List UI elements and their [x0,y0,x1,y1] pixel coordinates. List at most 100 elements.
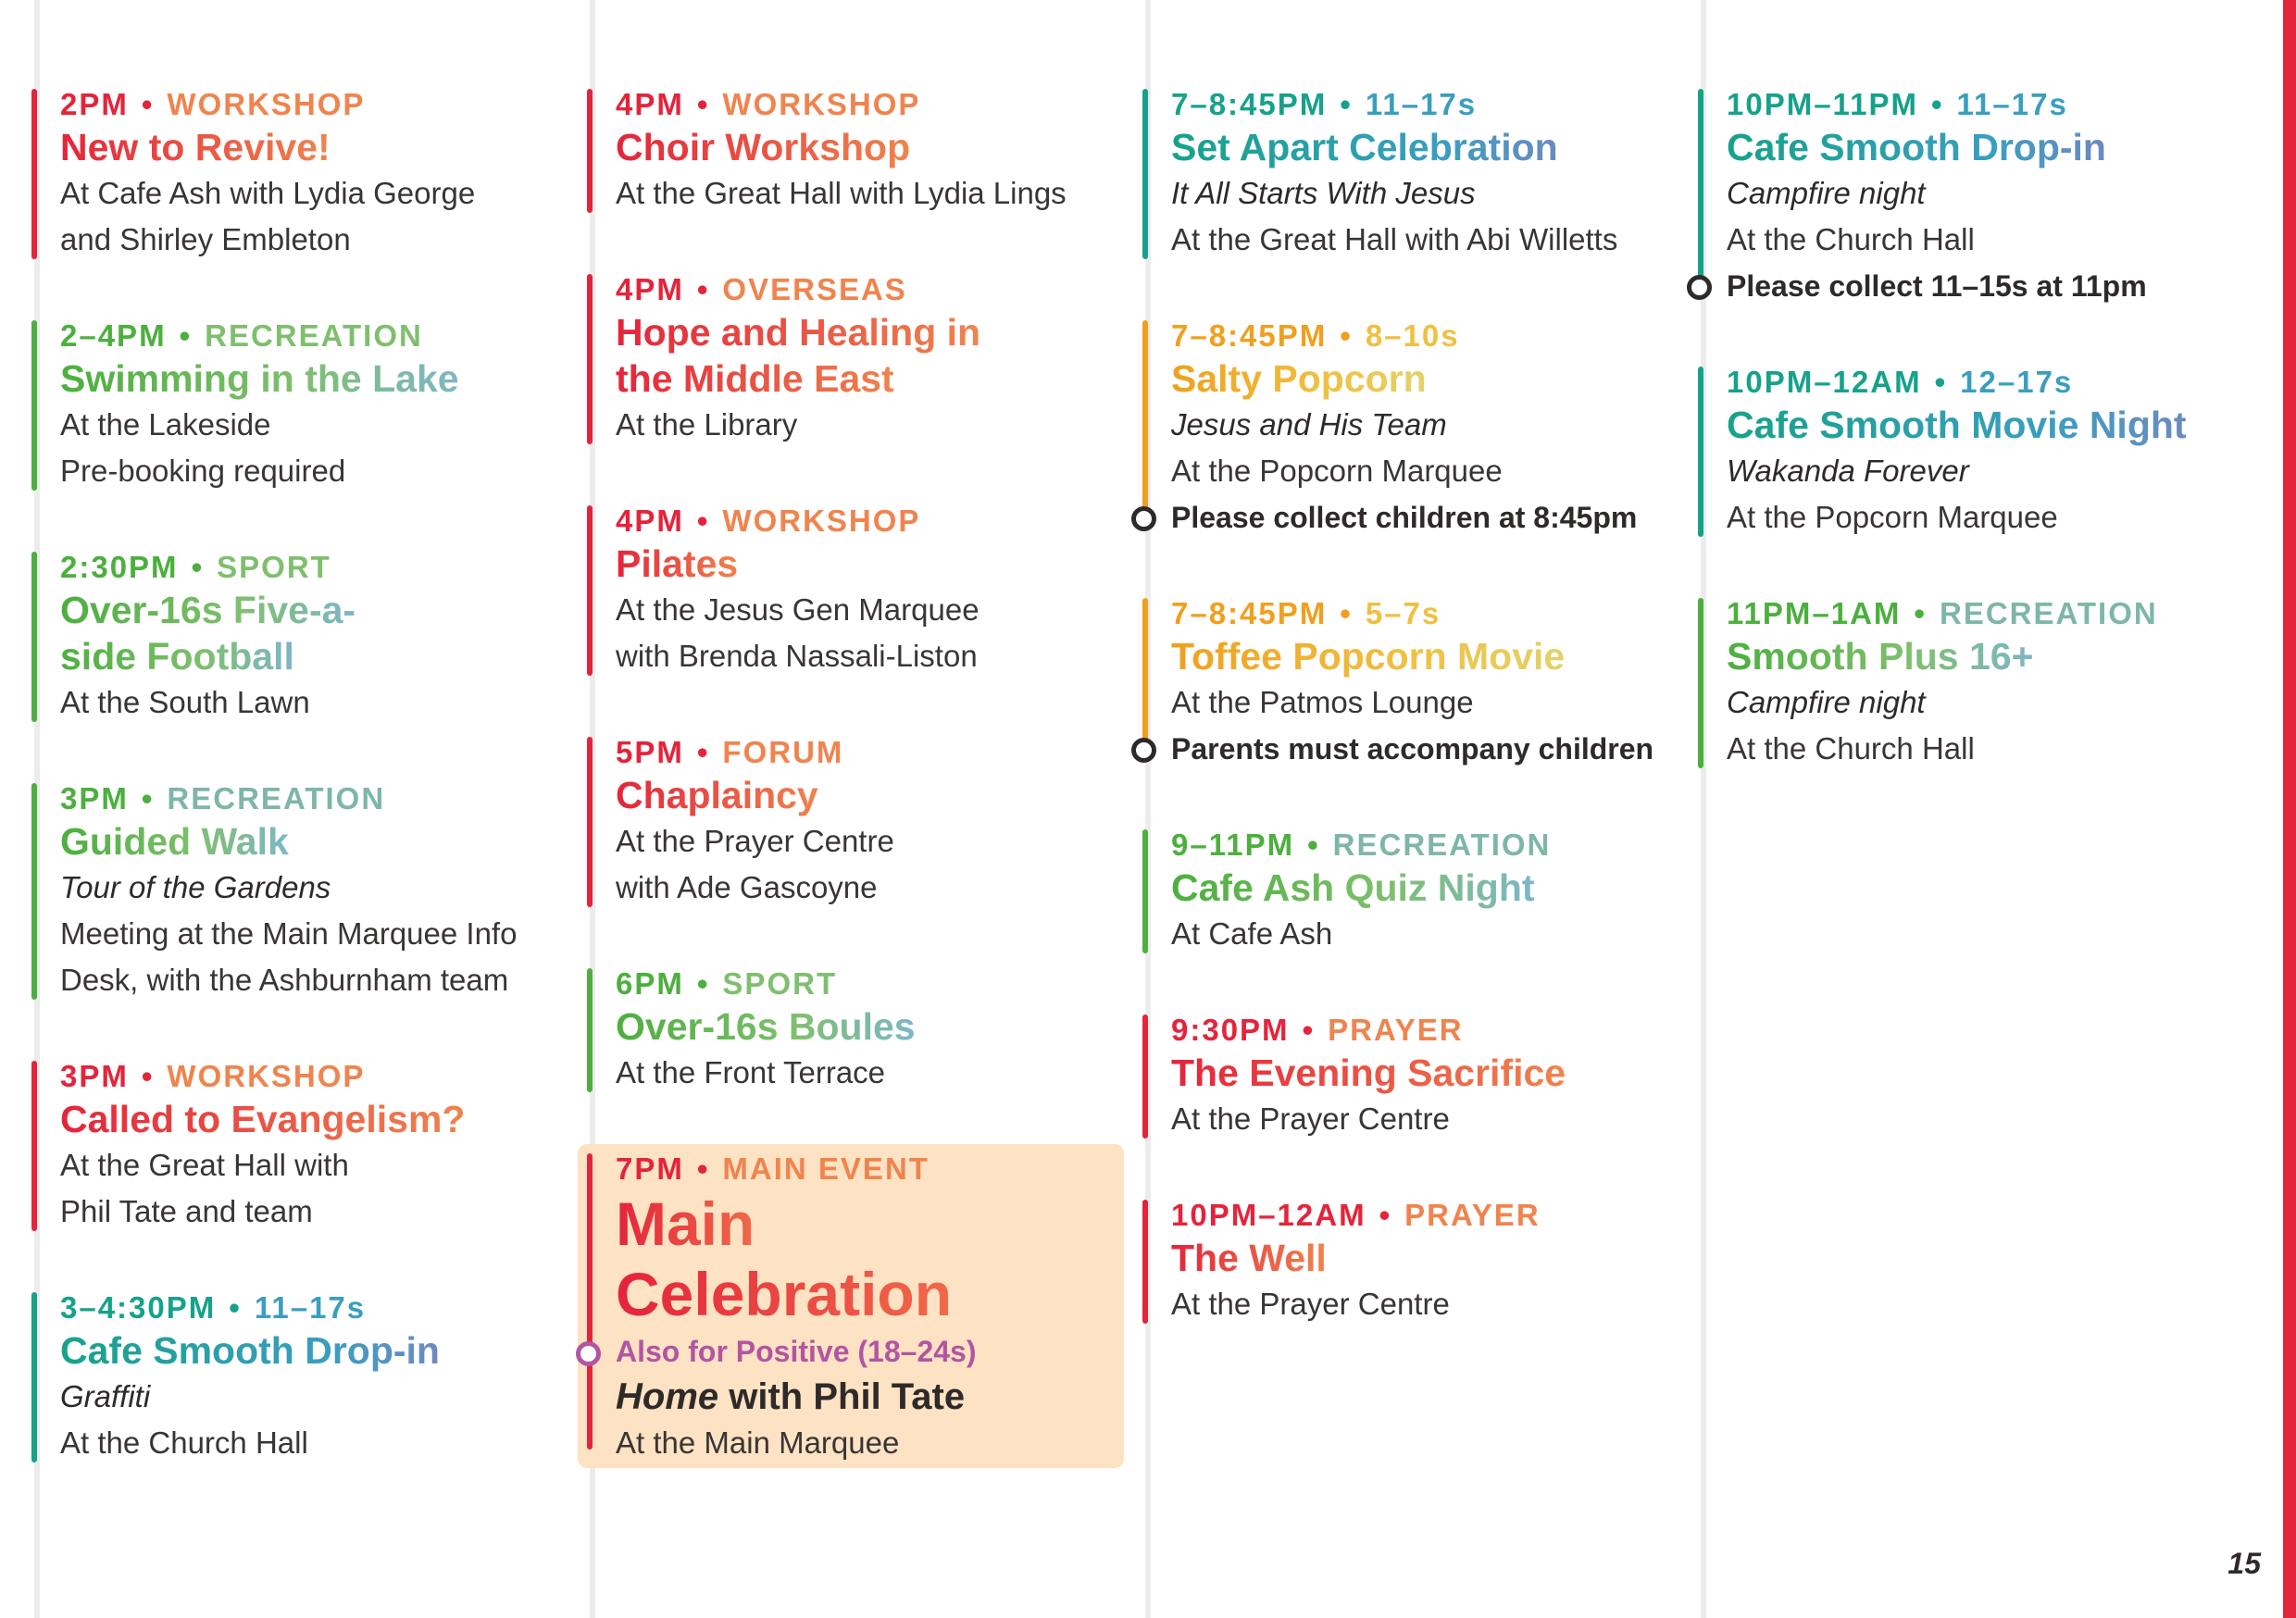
event-detail: Desk, with the Ashburnham team [60,963,509,997]
schedule-column-3: 7–8:45PM • 11–17s Set Apart Celebration It… [1131,85,1673,1381]
event-detail: At the Church Hall [1727,222,1975,256]
event-title: Guided Walk [60,820,289,863]
also-for-note: Also for Positive (18–24s) [576,1329,1117,1374]
event-card: 5PM • FORUM Chaplaincy At the Prayer Centr… [587,733,1117,965]
event-card: 3PM • RECREATION Guided Walk Tour of the G… [31,779,562,1057]
column-guide-1 [34,0,40,1618]
event-detail: At the Library [616,407,798,442]
event-meta: 5PM • FORUM [616,735,844,769]
event-meta: 10PM–12AM • PRAYER [1171,1198,1541,1232]
event-title: The Evening Sacrifice [1171,1052,1566,1094]
column-guide-2 [590,0,595,1618]
event-detail: At the South Lawn [60,685,310,719]
event-card: 2PM • WORKSHOP New to Revive! At Cafe Ash … [31,85,562,317]
event-detail: Meeting at the Main Marquee Info [60,916,518,951]
event-title: the Middle East [616,357,894,400]
event-card: 10PM–11PM • 11–17s Cafe Smooth Drop-in Cam… [1687,85,2228,363]
event-detail: with Brenda Nassali-Liston [616,639,978,673]
event-detail: At the Great Hall with Abi Willetts [1171,222,1618,256]
event-detail: At the Church Hall [60,1425,308,1460]
main-event-card: 7PM • MAIN EVENT Main Celebration Also for… [576,1150,1117,1464]
event-detail: with Ade Gascoyne [616,870,878,904]
event-detail: At the Patmos Lounge [1171,685,1474,719]
event-meta: 2:30PM • SPORT [60,550,331,584]
event-subtitle: Campfire night [1727,176,1926,210]
event-detail: At the Jesus Gen Marquee [616,592,980,627]
event-title: New to Revive! [60,126,331,168]
event-title: Toffee Popcorn Movie [1171,635,1566,678]
event-meta: 2PM • WORKSHOP [60,87,366,121]
event-subtitle: Campfire night [1727,685,1926,719]
event-title: Hope and Healing in [616,311,981,354]
event-detail: At the Prayer Centre [1171,1101,1450,1136]
event-title: Cafe Smooth Movie Night [1727,404,2187,446]
main-event-title: Celebration [616,1260,953,1328]
event-detail: At the Front Terrace [616,1055,886,1089]
event-detail: At the Prayer Centre [616,824,894,858]
column-guide-3 [1145,0,1151,1618]
event-card: 7–8:45PM • 8–10s Salty Popcorn Jesus and H… [1131,317,1673,594]
event-title: Smooth Plus 16+ [1727,635,2034,678]
event-meta: 3–4:30PM • 11–17s [60,1290,367,1325]
event-meta: 9:30PM • PRAYER [1171,1013,1464,1047]
event-detail: Pre-booking required [60,454,346,488]
main-event-title: Main [616,1189,755,1258]
event-title: Over-16s Boules [616,1005,916,1048]
event-meta: 7PM • MAIN EVENT [616,1151,930,1186]
event-detail: Phil Tate and team [60,1194,313,1228]
event-subtitle: Wakanda Forever [1727,454,1969,488]
event-title: Swimming in the Lake [60,357,459,400]
event-title: Choir Workshop [616,126,911,168]
event-detail: At the Popcorn Marquee [1727,500,2058,534]
event-meta: 3PM • RECREATION [60,781,386,815]
event-card: 3PM • WORKSHOP Called to Evangelism? At th… [31,1057,562,1288]
event-card: 4PM • WORKSHOP Pilates At the Jesus Gen Ma… [587,502,1117,733]
collection-note: Please collect children at 8:45pm [1131,494,1673,541]
column-guide-4 [1701,0,1706,1618]
schedule-column-1: 2PM • WORKSHOP New to Revive! At Cafe Ash … [31,85,562,1520]
accompany-note: Parents must accompany children [1131,726,1673,772]
event-title: Over-16s Five-a- [60,589,356,631]
event-card: 2–4PM • RECREATION Swimming in the Lake At… [31,317,562,548]
event-detail: At the Great Hall with [60,1148,349,1182]
event-subtitle: Tour of the Gardens [60,870,331,904]
event-card: 2:30PM • SPORT Over-16s Five-a- side Footb… [31,548,562,779]
event-title: Salty Popcorn [1171,357,1427,400]
event-meta: 7–8:45PM • 5–7s [1171,596,1441,630]
event-card: 4PM • WORKSHOP Choir Workshop At the Great… [587,85,1117,270]
event-detail: At the Lakeside [60,407,271,442]
event-detail: At the Main Marquee [616,1425,900,1460]
event-title: Pilates [616,542,739,585]
event-card: 10PM–12AM • PRAYER The Well At the Prayer … [1142,1196,1673,1381]
schedule-column-2: 4PM • WORKSHOP Choir Workshop At the Great… [576,85,1117,1464]
talk-title: Home [616,1376,719,1417]
event-card: 9:30PM • PRAYER The Evening Sacrifice At t… [1142,1011,1673,1196]
event-title: side Football [60,635,294,678]
event-card: 10PM–12AM • 12–17s Cafe Smooth Movie Night… [1698,363,2228,594]
event-meta: 2–4PM • RECREATION [60,318,423,353]
page-edge-stripe [2283,0,2296,1618]
event-card: 9–11PM • RECREATION Cafe Ash Quiz Night At… [1142,826,1673,1011]
event-title: Chaplaincy [616,774,818,816]
event-meta: 7–8:45PM • 11–17s [1171,87,1478,121]
event-detail: At the Popcorn Marquee [1171,454,1503,488]
page-number: 15 [2227,1547,2261,1580]
event-card: 11PM–1AM • RECREATION Smooth Plus 16+ Camp… [1698,594,2228,826]
event-meta: 4PM • WORKSHOP [616,87,921,121]
event-speaker: Home with Phil Tate [616,1374,1117,1420]
event-subtitle: Graffiti [60,1379,151,1413]
event-detail: At Cafe Ash [1171,916,1333,951]
event-detail: At the Church Hall [1727,731,1975,765]
event-title: Set Apart Celebration [1171,126,1558,168]
event-title: Called to Evangelism? [60,1098,466,1140]
event-meta: 3PM • WORKSHOP [60,1059,366,1093]
event-subtitle: Jesus and His Team [1171,407,1447,442]
event-meta: 7–8:45PM • 8–10s [1171,318,1460,353]
event-title: Cafe Ash Quiz Night [1171,866,1535,909]
event-title: The Well [1171,1237,1327,1279]
event-subtitle: It All Starts With Jesus [1171,176,1476,210]
event-card: 7–8:45PM • 5–7s Toffee Popcorn Movie At th… [1131,594,1673,826]
event-detail: At the Great Hall with Lydia Lings [616,176,1067,210]
event-meta: 4PM • OVERSEAS [616,272,907,306]
event-detail: At Cafe Ash with Lydia George [60,176,476,210]
